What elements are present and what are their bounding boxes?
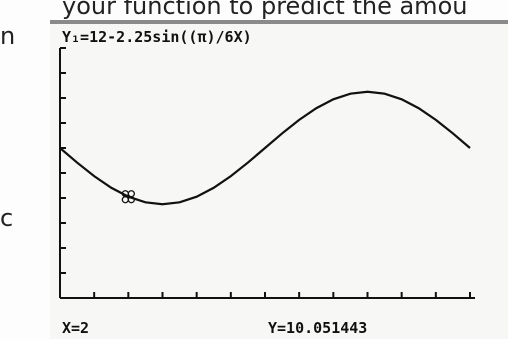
cursor-y-label: Y=10.051443 xyxy=(268,319,367,337)
margin-fragment: c xyxy=(0,204,13,232)
header-text: your function to predict the amou xyxy=(62,0,467,20)
page: your function to predict the amou n c Y₁… xyxy=(0,0,508,339)
screen-border xyxy=(50,20,508,24)
margin-fragment: n xyxy=(0,22,15,50)
calculator-screen xyxy=(50,24,508,339)
equation-label: Y₁=12-2.25sin((π)/6X) xyxy=(62,28,252,46)
cursor-x-label: X=2 xyxy=(62,319,89,337)
